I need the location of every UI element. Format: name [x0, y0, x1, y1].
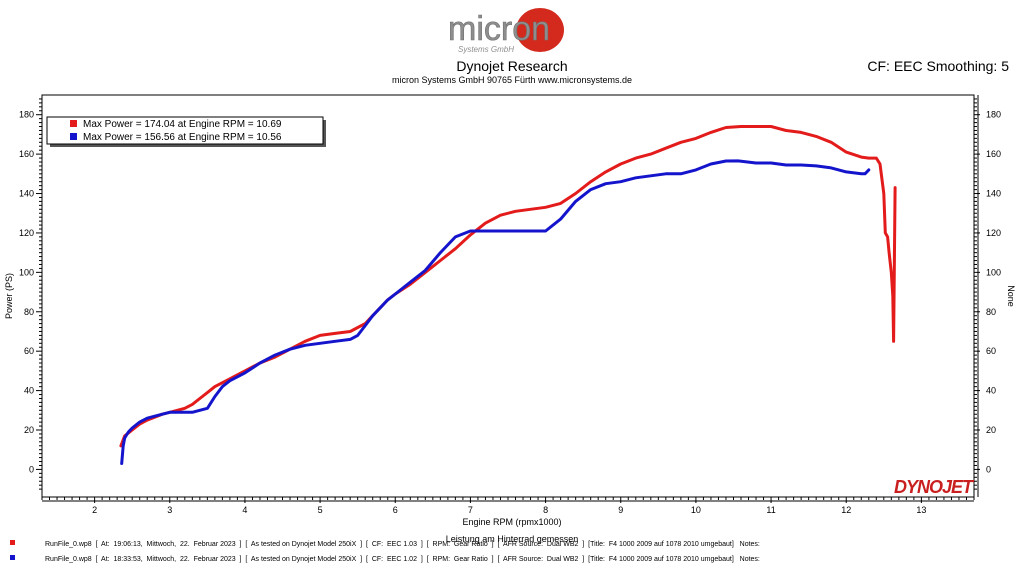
- y-tick-label-right: 60: [986, 346, 996, 356]
- y2-axis-label: None: [1006, 285, 1016, 307]
- x-tick-label: 4: [242, 505, 247, 515]
- series-line-blue: [120, 159, 871, 465]
- x-tick-label: 5: [318, 505, 323, 515]
- x-tick-label: 10: [691, 505, 701, 515]
- y-tick-label-left: 100: [19, 267, 34, 277]
- y-tick-label-left: 140: [19, 189, 34, 199]
- footer-run-info: RunFile_0.wp8 [ At: 18:33:53, Mittwoch, …: [45, 556, 760, 563]
- legend-swatch: [70, 120, 77, 127]
- y-tick-label-left: 0: [29, 464, 34, 474]
- y-tick-label-right: 120: [986, 228, 1001, 238]
- legend-swatch: [70, 133, 77, 140]
- chart-title: Dynojet Research: [456, 58, 568, 74]
- x-tick-label: 12: [841, 505, 851, 515]
- y-tick-label-right: 140: [986, 189, 1001, 199]
- legend-box: [46, 116, 324, 145]
- micron-logo: micron Systems GmbH: [448, 8, 564, 54]
- x-axis-sublabel: Leistung am Hinterrad gemessen: [446, 534, 579, 544]
- chart-subtitle: micron Systems GmbH 90765 Fürth www.micr…: [391, 75, 633, 85]
- y-tick-label-left: 80: [24, 307, 34, 317]
- y-tick-label-right: 20: [986, 425, 996, 435]
- y-tick-label-left: 120: [19, 228, 34, 238]
- series-line-red: [119, 125, 897, 448]
- legend-entry: Max Power = 156.56 at Engine RPM = 10.56: [83, 132, 282, 143]
- y-tick-label-left: 180: [19, 110, 34, 120]
- y-tick-label-left: 20: [24, 425, 34, 435]
- footer-run-color-dot: [10, 540, 15, 545]
- footer-run-info: RunFile_0.wp8 [ At: 19:06:13, Mittwoch, …: [45, 541, 760, 548]
- x-tick-label: 6: [393, 505, 398, 515]
- y-tick-label-left: 160: [19, 149, 34, 159]
- footer-run-color-dot: [10, 555, 15, 560]
- x-axis-label: Engine RPM (rpmx1000): [462, 517, 561, 527]
- y-tick-label-right: 40: [986, 386, 996, 396]
- correction-factor-label: CF: EEC Smoothing: 5: [867, 58, 1009, 74]
- logo-text: micron: [448, 10, 550, 48]
- y-tick-label-right: 80: [986, 307, 996, 317]
- plot-area: 2 3 4 5 6 7 8 9 10 11 12 13 0 0 20 20 40 40 60 60 80 80 100 100…: [4, 94, 1016, 544]
- y-tick-label-right: 180: [986, 110, 1001, 120]
- y-tick-label-right: 100: [986, 267, 1001, 277]
- plot-frame: [41, 94, 975, 498]
- x-tick-label: 2: [92, 505, 97, 515]
- x-tick-label: 3: [167, 505, 172, 515]
- x-tick-label: 13: [916, 505, 926, 515]
- x-tick-label: 11: [766, 505, 775, 515]
- y-tick-label-right: 160: [986, 149, 1001, 159]
- legend-entry: Max Power = 174.04 at Engine RPM = 10.69: [83, 119, 282, 130]
- x-tick-label: 8: [543, 505, 548, 515]
- dynojet-watermark: DYNOJET: [894, 477, 975, 497]
- y-tick-label-left: 60: [24, 346, 34, 356]
- y-tick-label-right: 0: [986, 464, 991, 474]
- x-tick-label: 7: [468, 505, 473, 515]
- x-tick-label: 9: [618, 505, 623, 515]
- logo-red-disc: [516, 8, 564, 52]
- y-axis-label: Power (PS): [4, 273, 14, 319]
- y-tick-label-left: 40: [24, 386, 34, 396]
- logo-sub-text: Systems GmbH: [458, 45, 514, 54]
